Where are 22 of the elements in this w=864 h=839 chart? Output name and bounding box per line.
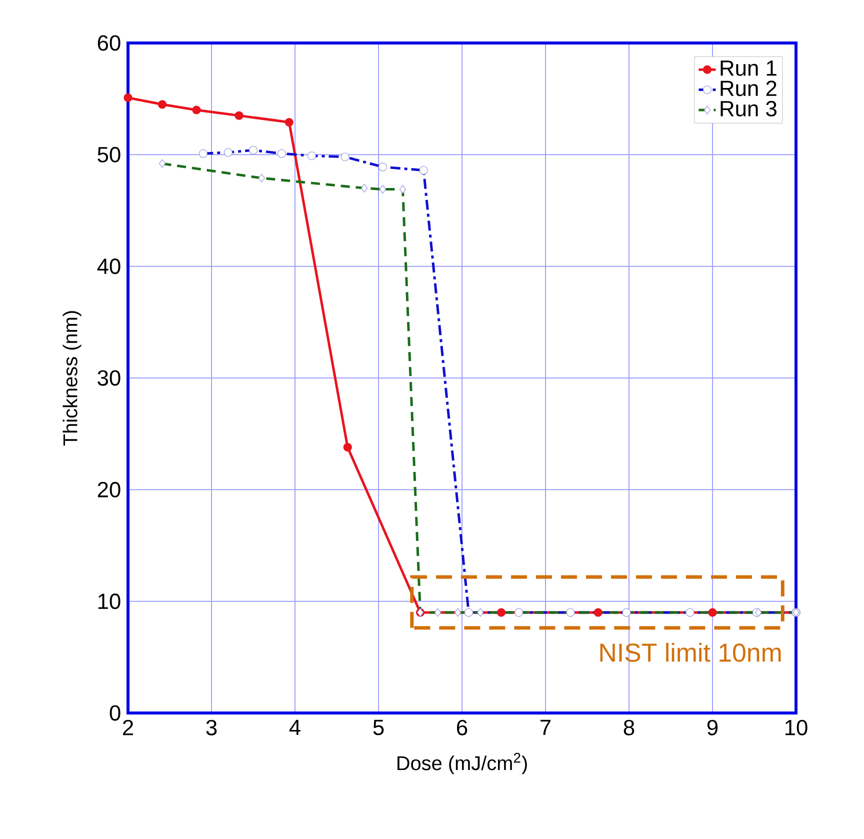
x-tick-label: 8: [624, 720, 634, 736]
x-tick-label: 6: [457, 720, 468, 736]
annotation: NIST limit 10nm: [600, 642, 781, 662]
x-tick-label: 5: [373, 720, 384, 736]
y-tick-label: 0: [110, 705, 120, 721]
legend-label: Run 3: [720, 100, 776, 116]
y-tick-label: 20: [98, 482, 120, 498]
y-tick-label: 60: [98, 35, 120, 51]
x-tick-label: 9: [707, 720, 718, 736]
y-tick-label: 30: [98, 370, 120, 386]
y-tick-label: 10: [98, 594, 120, 610]
y-axis-title: Thickness (nm): [62, 311, 82, 446]
y-tick-label: 40: [97, 258, 120, 274]
x-tick-label: 3: [206, 720, 217, 736]
legend-label: Run 2: [720, 80, 776, 96]
y-tick-label: 50: [98, 146, 120, 162]
x-axis-title: Dose (mJ/cm$^{2}$): [398, 752, 527, 774]
x-tick-label: 2: [123, 720, 134, 736]
x-tick-label: 4: [289, 720, 300, 735]
x-tick-label: 10: [785, 720, 808, 736]
legend-label: Run 1: [720, 60, 776, 76]
x-tick-label: 7: [540, 720, 551, 735]
